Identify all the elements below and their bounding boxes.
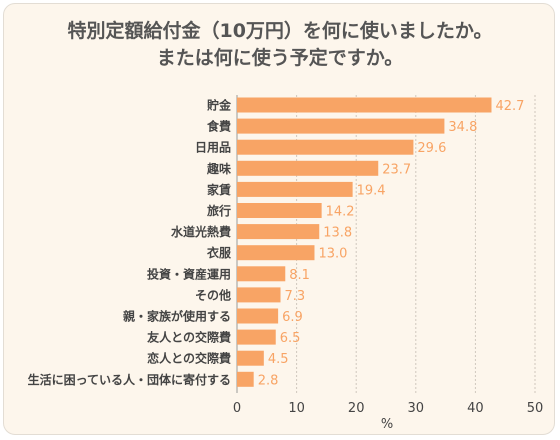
value-label: 19.4 <box>357 183 386 198</box>
title-line-1: 特別定額給付金（10万円）を何に使いましたか。 <box>67 20 493 42</box>
value-label: 2.8 <box>258 373 279 388</box>
bar <box>237 97 492 113</box>
bar <box>237 266 286 282</box>
x-tick-label: 40 <box>467 401 484 416</box>
value-label: 7.3 <box>285 289 306 304</box>
category-label: 貯金 <box>207 98 232 113</box>
category-label: 友人との交際費 <box>146 330 231 345</box>
value-label: 34.8 <box>448 120 477 135</box>
category-label: 旅行 <box>207 203 231 218</box>
category-label: 水道光熱費 <box>171 224 231 239</box>
category-label: 親・家族が使用する <box>123 309 231 324</box>
category-label: 食費 <box>206 119 231 134</box>
category-label: 趣味 <box>206 161 231 176</box>
value-label: 6.9 <box>282 310 303 325</box>
category-label: 生活に困っている人・団体に寄付する <box>28 372 231 387</box>
bar <box>237 118 445 134</box>
chart-title: 特別定額給付金（10万円）を何に使いましたか。 または何に使う予定ですか。 <box>0 18 560 72</box>
category-label: 日用品 <box>195 141 231 155</box>
value-label: 13.0 <box>318 247 347 262</box>
bar <box>237 139 414 155</box>
x-tick-label: 0 <box>233 401 241 416</box>
x-axis-label: % <box>381 417 393 432</box>
x-tick-label: 50 <box>527 401 544 416</box>
value-label: 29.6 <box>417 141 446 156</box>
chart-card <box>3 3 555 435</box>
bar <box>237 308 279 324</box>
bar <box>237 287 281 303</box>
value-label: 8.1 <box>289 268 310 283</box>
category-label: 恋人との交際費 <box>147 351 231 366</box>
value-label: 13.8 <box>323 226 352 241</box>
category-label: 投資・資産運用 <box>147 266 231 281</box>
category-label: 家賃 <box>207 182 231 197</box>
bar <box>237 203 322 218</box>
bar <box>237 160 379 176</box>
value-label: 42.7 <box>495 99 524 114</box>
value-label: 14.2 <box>326 205 355 220</box>
value-label: 6.5 <box>280 331 301 346</box>
x-tick-label: 30 <box>408 401 425 416</box>
value-label: 23.7 <box>382 162 411 177</box>
bar <box>237 181 353 197</box>
bar <box>237 350 264 366</box>
x-tick-label: 20 <box>348 401 365 416</box>
bar <box>237 224 320 240</box>
bar <box>237 371 254 387</box>
category-label: 衣服 <box>207 245 232 260</box>
value-label: 4.5 <box>268 352 289 367</box>
title-line-2: または何に使う予定ですか。 <box>156 47 404 69</box>
category-label: その他 <box>195 287 231 302</box>
bar <box>237 329 276 345</box>
bar <box>237 245 315 261</box>
x-tick-label: 10 <box>288 401 305 416</box>
